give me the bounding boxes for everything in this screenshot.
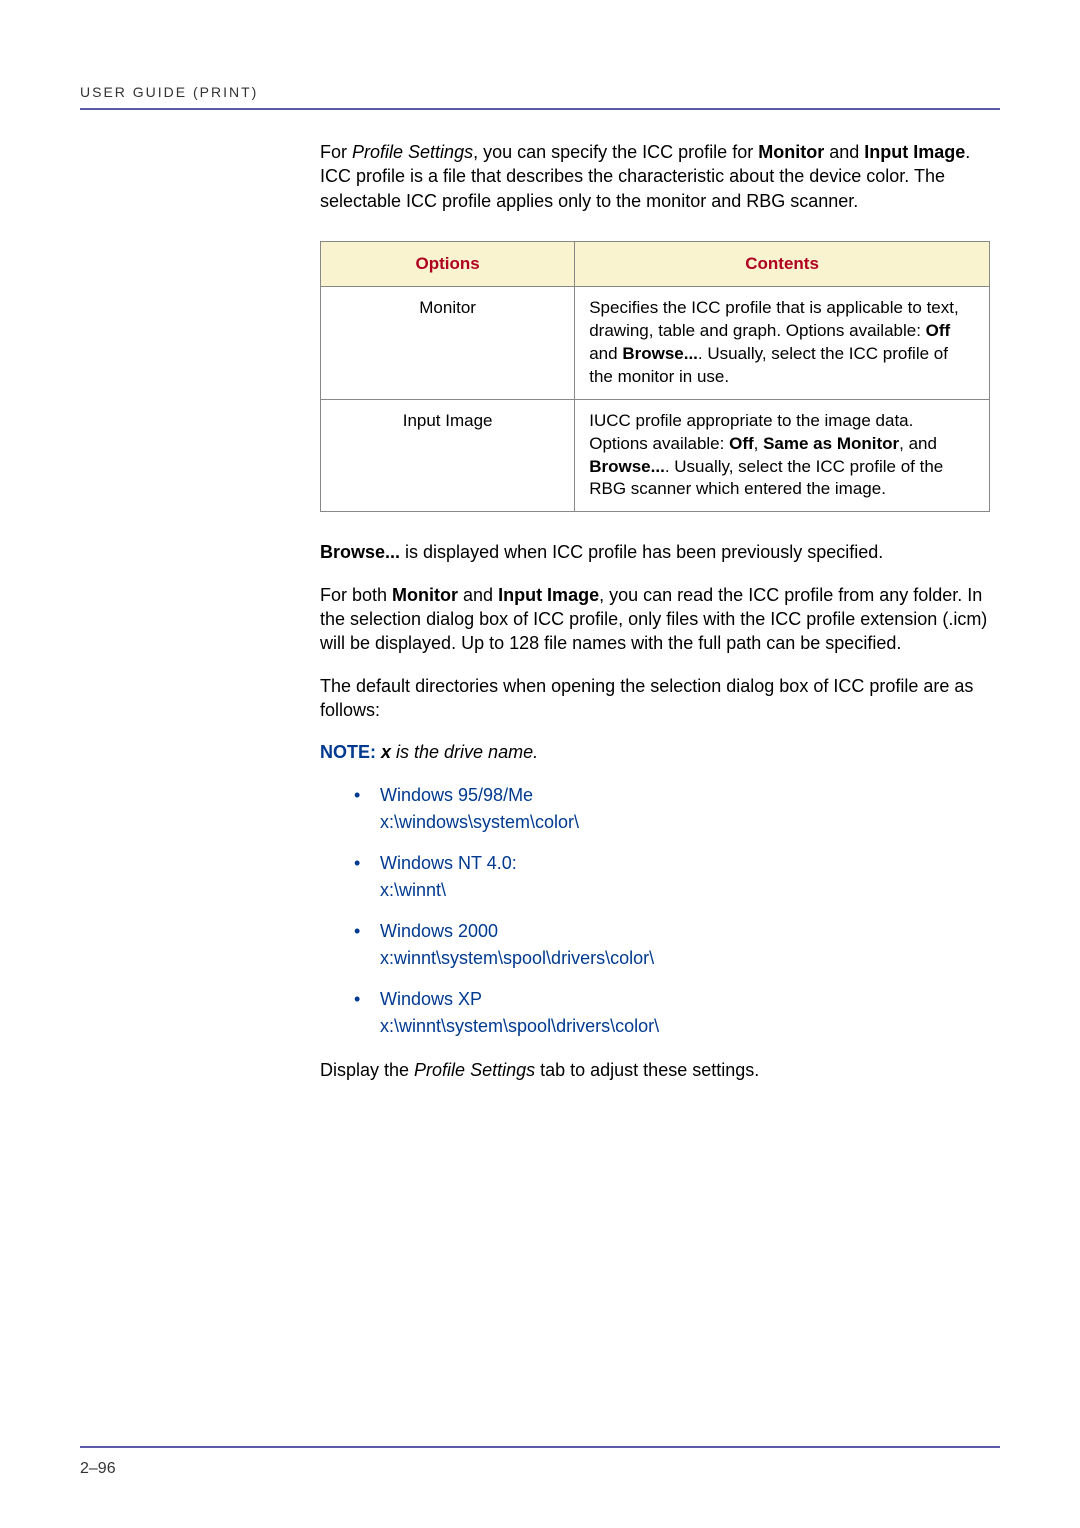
text: is the drive name. — [391, 742, 538, 762]
input-image-term: Input Image — [498, 585, 599, 605]
dir-path: x:\winnt\system\spool\drivers\color\ — [380, 1013, 990, 1040]
text: and — [458, 585, 498, 605]
page-header: USER GUIDE (PRINT) — [80, 84, 1000, 100]
header-text: USER GUIDE (PRINT) — [80, 84, 258, 100]
monitor-term: Monitor — [392, 585, 458, 605]
text: Specifies the ICC profile that is applic… — [589, 298, 958, 340]
content-area: For Profile Settings, you can specify th… — [320, 140, 990, 1083]
input-image-term: Input Image — [864, 142, 965, 162]
th-options: Options — [321, 241, 575, 286]
table-row: Input Image IUCC profile appropriate to … — [321, 399, 990, 512]
cell-content-input-image: IUCC profile appropriate to the image da… — [575, 399, 990, 512]
top-rule — [80, 108, 1000, 110]
display-paragraph: Display the Profile Settings tab to adju… — [320, 1058, 990, 1082]
both-paragraph: For both Monitor and Input Image, you ca… — [320, 583, 990, 656]
list-item: Windows XP x:\winnt\system\spool\drivers… — [354, 986, 990, 1040]
th-contents: Contents — [575, 241, 990, 286]
text: , and — [899, 434, 937, 453]
cell-content-monitor: Specifies the ICC profile that is applic… — [575, 286, 990, 399]
cell-option-monitor: Monitor — [321, 286, 575, 399]
text: , you can specify the ICC profile for — [473, 142, 758, 162]
text: tab to adjust these settings. — [535, 1060, 759, 1080]
note-paragraph: NOTE: x is the drive name. — [320, 740, 990, 764]
cell-option-input-image: Input Image — [321, 399, 575, 512]
monitor-term: Monitor — [758, 142, 824, 162]
page-number: 2–96 — [80, 1460, 116, 1478]
list-item: Windows 2000 x:winnt\system\spool\driver… — [354, 918, 990, 972]
default-dirs-paragraph: The default directories when opening the… — [320, 674, 990, 723]
browse-term: Browse... — [589, 457, 665, 476]
list-item: Windows 95/98/Me x:\windows\system\color… — [354, 782, 990, 836]
os-name: Windows XP — [380, 989, 482, 1009]
dir-path: x:\windows\system\color\ — [380, 809, 990, 836]
note-x: x — [381, 742, 391, 762]
page-container: USER GUIDE (PRINT) For Profile Settings,… — [0, 0, 1080, 1528]
bottom-rule — [80, 1446, 1000, 1448]
directory-list: Windows 95/98/Me x:\windows\system\color… — [354, 782, 990, 1040]
dir-path: x:winnt\system\spool\drivers\color\ — [380, 945, 990, 972]
off-term: Off — [729, 434, 754, 453]
text: For both — [320, 585, 392, 605]
text: and — [824, 142, 864, 162]
dir-path: x:\winnt\ — [380, 877, 990, 904]
same-as-monitor-term: Same as Monitor — [763, 434, 899, 453]
table-header-row: Options Contents — [321, 241, 990, 286]
os-name: Windows 95/98/Me — [380, 785, 533, 805]
os-name: Windows NT 4.0: — [380, 853, 517, 873]
browse-term: Browse... — [320, 542, 400, 562]
browse-term: Browse... — [622, 344, 698, 363]
intro-paragraph: For Profile Settings, you can specify th… — [320, 140, 990, 213]
text: , — [754, 434, 763, 453]
text: and — [589, 344, 622, 363]
profile-settings-term: Profile Settings — [414, 1060, 535, 1080]
profile-settings-term: Profile Settings — [352, 142, 473, 162]
text: For — [320, 142, 352, 162]
text: Display the — [320, 1060, 414, 1080]
options-table: Options Contents Monitor Specifies the I… — [320, 241, 990, 513]
os-name: Windows 2000 — [380, 921, 498, 941]
text: is displayed when ICC profile has been p… — [400, 542, 883, 562]
off-term: Off — [926, 321, 951, 340]
list-item: Windows NT 4.0: x:\winnt\ — [354, 850, 990, 904]
table-row: Monitor Specifies the ICC profile that i… — [321, 286, 990, 399]
note-label: NOTE: — [320, 742, 381, 762]
note-text: x is the drive name. — [381, 742, 538, 762]
browse-paragraph: Browse... is displayed when ICC profile … — [320, 540, 990, 564]
